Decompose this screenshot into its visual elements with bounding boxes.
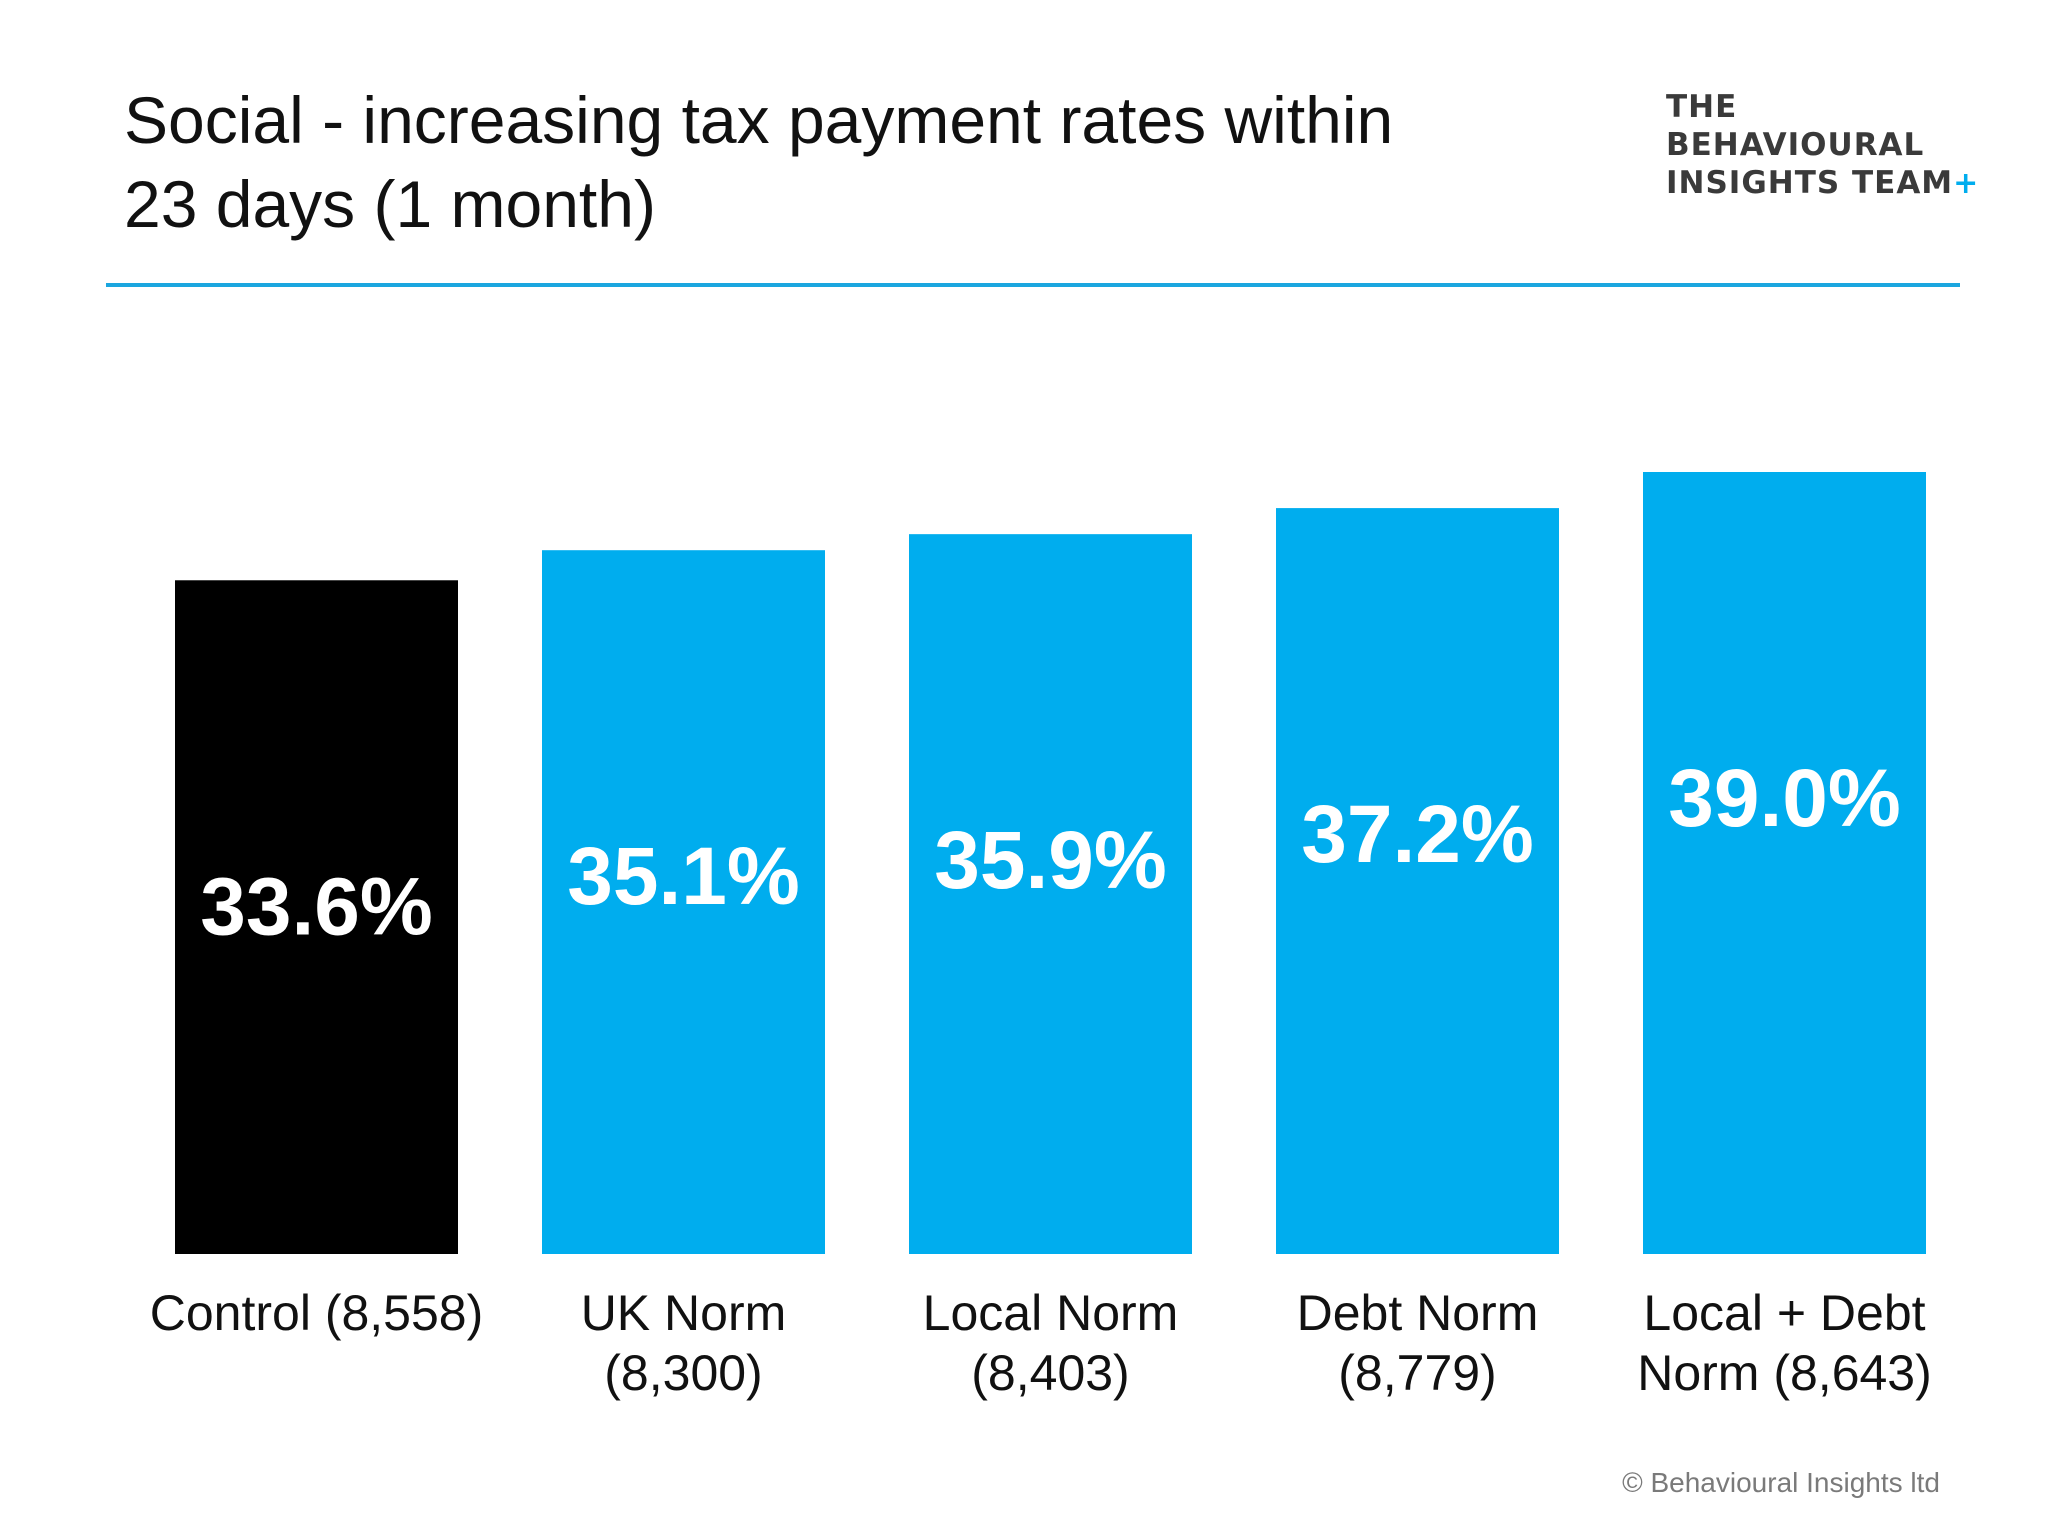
category-label-3-line-1: (8,779) [1338,1345,1496,1401]
bar-value-label-0: 33.6% [200,861,433,952]
category-label-4-line-1: Norm (8,643) [1637,1345,1932,1401]
category-label-4-line-0: Local + Debt [1643,1285,1925,1341]
logo-line-2: BEHAVIOURAL [1666,127,1925,163]
bar-1 [542,550,825,1254]
category-label-1-line-1: (8,300) [604,1345,762,1401]
copyright-notice: © Behavioural Insights ltd [1622,1467,1940,1498]
slide-title-line-1: Social - increasing tax payment rates wi… [124,83,1394,157]
bar-4 [1643,472,1926,1254]
category-label-1-line-0: UK Norm [581,1285,787,1341]
bit-logo: THE BEHAVIOURAL INSIGHTS TEAM+ [1666,88,1986,203]
logo-plus-mark: + [1953,166,1980,201]
category-label-2-line-0: Local Norm [923,1285,1179,1341]
bar-value-label-4: 39.0% [1668,753,1901,844]
category-label-3-line-0: Debt Norm [1297,1285,1539,1341]
category-label-2-line-1: (8,403) [971,1345,1129,1401]
slide-title: Social - increasing tax payment rates wi… [124,78,1624,246]
bar-value-label-3: 37.2% [1301,789,1534,880]
logo-line-3: INSIGHTS TEAM [1666,165,1954,201]
bar-3 [1276,508,1559,1255]
category-label-0-line-0: Control (8,558) [150,1285,484,1341]
slide-title-line-2: 23 days (1 month) [124,167,656,241]
bar-0 [175,580,458,1254]
logo-line-3-wrap: INSIGHTS TEAM+ [1666,164,1986,203]
logo-line-1: THE [1666,89,1738,125]
bar-value-label-2: 35.9% [934,815,1167,906]
bar-value-label-1: 35.1% [567,831,800,922]
title-divider [106,283,1960,287]
bar-2 [909,534,1192,1254]
